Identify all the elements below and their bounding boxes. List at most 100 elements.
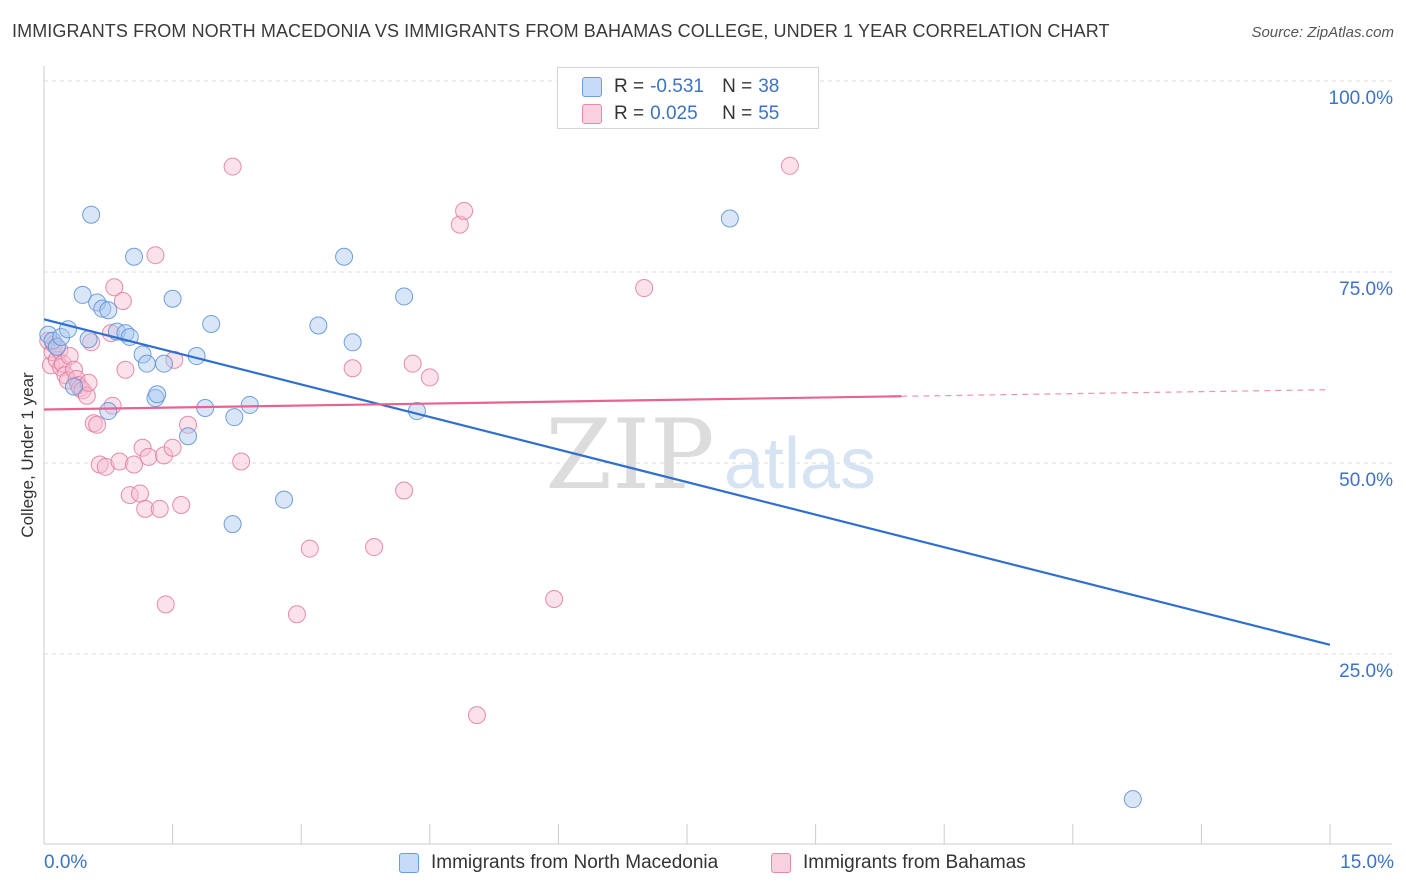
- data-point: [455, 201, 474, 220]
- data-point: [343, 333, 362, 352]
- n-value: 55: [758, 103, 780, 124]
- data-point: [99, 402, 118, 421]
- data-point: [467, 706, 486, 725]
- grid-lines: [44, 80, 1392, 655]
- series-legend: Immigrants from North Macedonia Immigran…: [0, 852, 1406, 878]
- data-point: [50, 340, 69, 359]
- r-value: 0.025: [650, 103, 698, 124]
- trend-line-bahamas-extension: [901, 389, 1331, 397]
- watermark: ZIP atlas: [545, 399, 876, 511]
- legend-swatch-pink: [771, 853, 791, 873]
- data-point: [110, 452, 129, 471]
- data-point: [73, 285, 92, 304]
- data-point: [232, 452, 251, 471]
- n-label: N =: [722, 76, 753, 97]
- data-point: [146, 246, 165, 265]
- source-credit: Source: ZipAtlas.com: [1251, 24, 1394, 41]
- data-point: [179, 427, 198, 446]
- r-label: R =: [614, 76, 645, 97]
- data-point: [47, 337, 66, 356]
- data-point: [131, 484, 150, 503]
- legend-item-bahamas[interactable]: Immigrants from Bahamas: [771, 852, 1026, 874]
- data-point: [139, 447, 158, 466]
- data-point: [136, 499, 155, 518]
- data-point: [202, 314, 221, 333]
- data-point: [309, 316, 328, 335]
- data-point: [60, 347, 79, 366]
- data-point: [125, 455, 144, 474]
- data-point: [780, 156, 799, 175]
- legend-item-north-macedonia[interactable]: Immigrants from North Macedonia: [399, 852, 718, 874]
- data-point: [300, 539, 319, 558]
- data-point: [53, 354, 72, 373]
- data-point: [223, 515, 242, 534]
- data-point: [395, 481, 414, 500]
- watermark-zip: ZIP: [545, 399, 714, 511]
- data-point: [93, 299, 112, 318]
- data-point: [133, 438, 152, 457]
- legend-swatch-blue: [582, 77, 602, 97]
- trend-line-bahamas: [43, 395, 902, 411]
- legend-label: Immigrants from North Macedonia: [431, 852, 719, 873]
- legend-row-bahamas: R = 0.025 N = 55: [582, 101, 779, 127]
- data-point: [82, 205, 101, 224]
- data-point: [155, 354, 174, 373]
- data-point: [395, 287, 414, 306]
- data-point: [163, 289, 182, 308]
- data-point: [407, 402, 426, 421]
- watermark-atlas: atlas: [724, 424, 876, 504]
- n-label: N =: [722, 103, 753, 124]
- x-axis-max-label: 15.0%: [1340, 852, 1394, 873]
- data-point: [365, 538, 384, 557]
- y-tick-label: 50.0%: [1339, 470, 1393, 491]
- chart-title: IMMIGRANTS FROM NORTH MACEDONIA VS IMMIG…: [12, 21, 1110, 41]
- data-point: [96, 457, 115, 476]
- y-tick-label: 100.0%: [1329, 88, 1394, 109]
- data-point: [287, 605, 306, 624]
- data-point: [99, 301, 118, 320]
- data-point: [545, 589, 564, 608]
- data-point: [77, 386, 96, 405]
- data-point: [105, 278, 124, 297]
- data-point: [450, 215, 469, 234]
- data-point: [65, 377, 84, 396]
- data-point: [172, 496, 191, 515]
- data-point: [148, 385, 167, 404]
- data-point: [116, 360, 135, 379]
- data-point: [133, 345, 152, 364]
- r-value: -0.531: [650, 76, 704, 97]
- y-tick-label: 25.0%: [1339, 661, 1393, 682]
- axes: [43, 66, 1392, 845]
- data-point: [79, 373, 98, 392]
- data-point: [163, 438, 182, 457]
- y-tick-label: 75.0%: [1339, 279, 1393, 300]
- data-point: [225, 408, 244, 427]
- data-point: [1123, 790, 1142, 809]
- data-point: [82, 333, 101, 352]
- data-point: [420, 368, 439, 387]
- r-label: R =: [614, 103, 645, 124]
- legend-swatch-pink: [582, 104, 602, 124]
- data-point: [223, 157, 242, 176]
- data-point: [403, 354, 422, 373]
- trend-lines: [43, 318, 1331, 646]
- data-point: [113, 292, 132, 311]
- data-point: [52, 327, 71, 346]
- legend-swatch-blue: [399, 853, 419, 873]
- legend-row-north-macedonia: R = -0.531 N = 38: [582, 74, 779, 100]
- data-point: [137, 354, 156, 373]
- data-point: [335, 247, 354, 266]
- data-point: [275, 490, 294, 509]
- correlation-legend: R = -0.531 N = 38 R = 0.025 N = 55: [557, 67, 819, 129]
- n-value: 38: [758, 76, 780, 97]
- data-point: [720, 209, 739, 228]
- y-tick-labels: 25.0% 50.0% 75.0% 100.0%: [1329, 88, 1394, 682]
- legend-label: Immigrants from Bahamas: [803, 852, 1026, 873]
- data-point: [71, 379, 90, 398]
- data-point: [125, 247, 144, 266]
- x-axis-min-label: 0.0%: [44, 852, 88, 873]
- data-point: [343, 359, 362, 378]
- data-point: [150, 499, 169, 518]
- trend-line-north-macedonia: [43, 318, 1331, 646]
